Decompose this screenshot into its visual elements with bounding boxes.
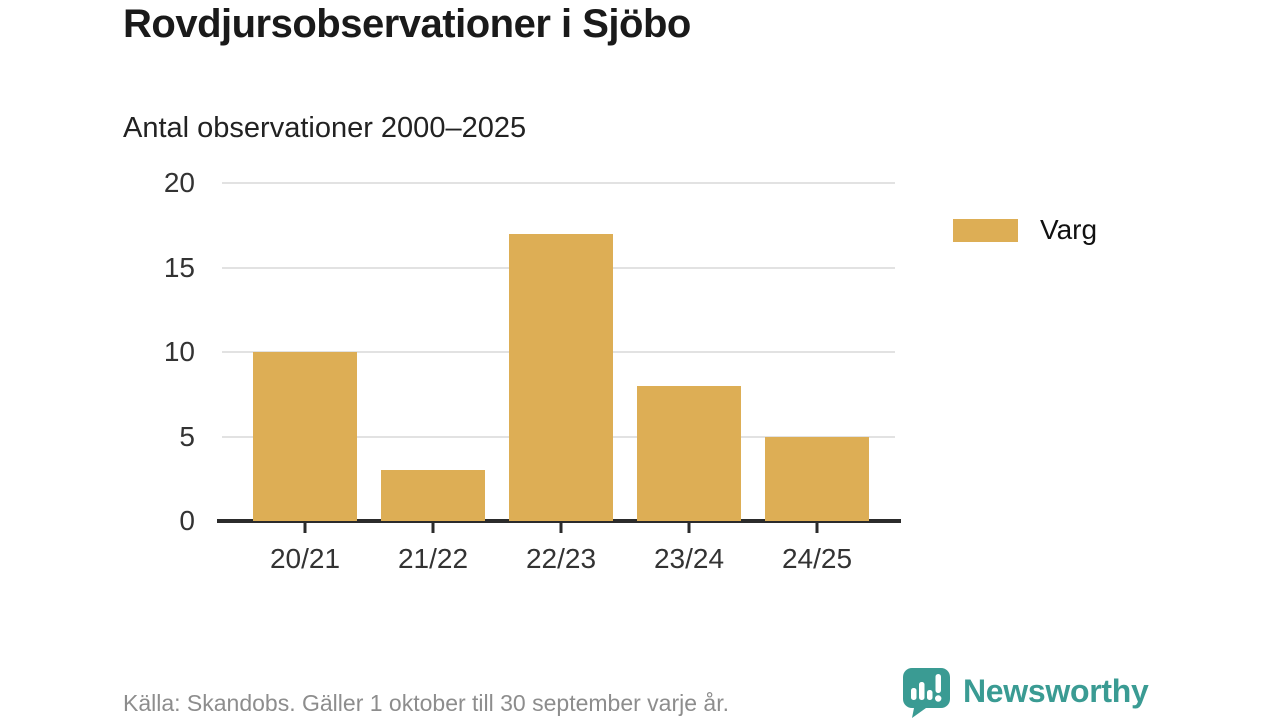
bar-22/23 [509, 233, 613, 521]
bar-23/24 [637, 385, 741, 521]
x-axis-tick-24/25 [815, 523, 819, 533]
bar-20/21 [253, 352, 357, 521]
y-axis-label-5: 5 [179, 420, 195, 452]
plot-area: 0 5 10 15 20 20/21 21/22 22/23 23/24 24/25 [164, 169, 901, 574]
gridline-y-20 [222, 182, 895, 184]
x-axis-label-24/25: 24/25 [781, 543, 853, 574]
legend: Varg [953, 214, 1097, 246]
x-axis-label-21/22: 21/22 [397, 543, 469, 574]
newsworthy-wordmark: Newsworthy [963, 673, 1149, 709]
y-axis-label-0: 0 [179, 505, 195, 536]
legend-swatch-varg [953, 218, 1018, 242]
x-axis-tick-20/21 [303, 523, 307, 533]
newsworthy-logo: Newsworthy [900, 665, 1149, 718]
x-axis-label-22/23: 22/23 [525, 543, 597, 574]
x-axis-label-23/24: 23/24 [653, 543, 725, 574]
page-title: Rovdjursobservationer i Sjöbo [123, 2, 691, 46]
y-axis-label-20: 20 [163, 167, 195, 198]
x-axis-line [217, 519, 901, 523]
newsworthy-bubble-icon [903, 668, 950, 718]
bar-24/25 [765, 436, 869, 521]
y-axis-label-10: 10 [163, 336, 195, 367]
source-text: Källa: Skandobs. Gäller 1 oktober till 3… [123, 690, 729, 716]
y-axis-label-15: 15 [163, 251, 195, 283]
legend-label-varg: Varg [1040, 214, 1098, 245]
x-axis-tick-23/24 [687, 523, 691, 533]
x-axis-label-20/21: 20/21 [269, 543, 341, 574]
bar-21/22 [381, 470, 485, 521]
chart-subtitle: Antal observationer 2000–2025 [123, 112, 527, 144]
x-axis-tick-21/22 [431, 523, 435, 533]
x-axis-tick-22/23 [559, 523, 563, 533]
